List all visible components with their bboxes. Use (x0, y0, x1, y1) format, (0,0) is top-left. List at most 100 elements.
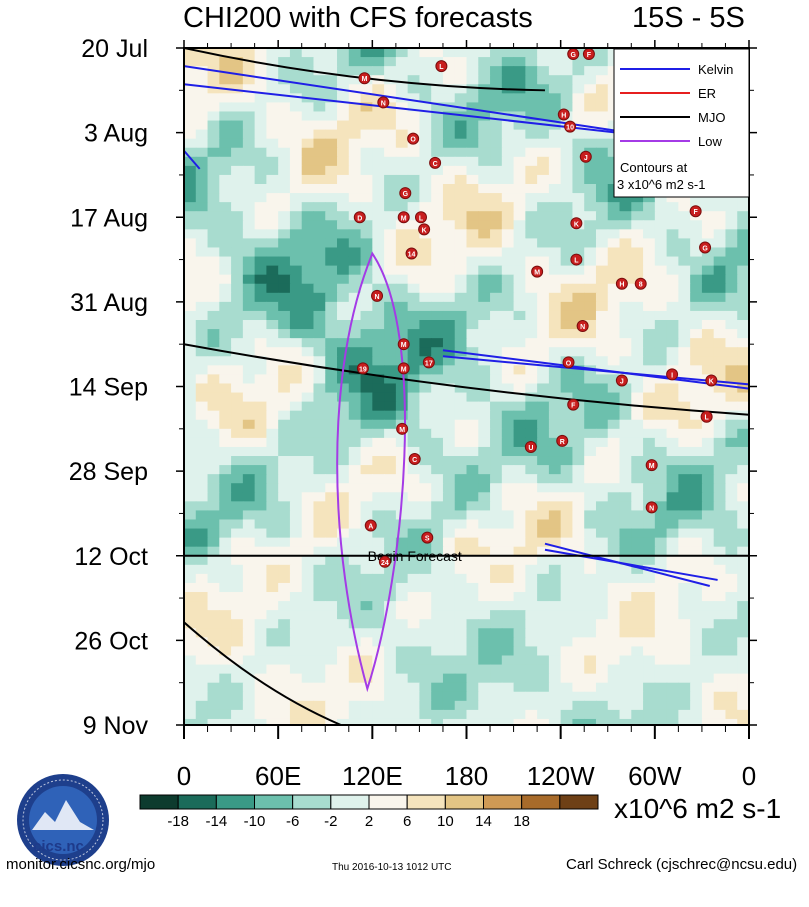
field-cell (537, 256, 550, 267)
field-cell (572, 474, 585, 484)
field-cell (313, 75, 326, 85)
field-cell (631, 292, 644, 303)
field-cell (384, 528, 397, 539)
field-cell (242, 437, 256, 448)
storm-marker-label: J (620, 378, 624, 385)
field-cell (466, 320, 479, 330)
field-cell (442, 138, 456, 149)
field-cell (313, 292, 326, 303)
field-cell (537, 573, 550, 584)
field-cell (713, 456, 727, 466)
field-cell (289, 419, 303, 430)
field-cell (207, 419, 220, 430)
field-cell (372, 111, 385, 122)
field-cell (337, 256, 350, 267)
field-cell (348, 383, 362, 394)
field-cell (466, 410, 479, 421)
field-cell (348, 356, 362, 366)
field-cell (631, 564, 644, 575)
field-cell (360, 310, 373, 321)
field-cell (513, 165, 526, 176)
field-cell (266, 48, 279, 58)
field-cell (478, 310, 491, 321)
field-cell (219, 718, 232, 725)
field-cell (607, 256, 621, 267)
field-cell (607, 592, 621, 602)
field-cell (395, 446, 409, 457)
field-cell (643, 582, 656, 593)
colorbar-swatch (292, 794, 332, 810)
field-cell (360, 238, 373, 249)
field-cell (490, 320, 503, 330)
field-cell (442, 637, 456, 648)
field-cell (337, 628, 350, 638)
field-cell (301, 446, 315, 457)
field-cell (501, 582, 515, 593)
field-cell (525, 383, 538, 394)
field-cell (513, 193, 526, 203)
field-cell (725, 637, 738, 648)
field-cell (266, 129, 279, 140)
field-cell (478, 718, 491, 725)
field-cell (525, 537, 538, 548)
field-cell (572, 664, 585, 675)
field-cell (384, 456, 397, 466)
field-cell (501, 555, 515, 566)
field-cell (513, 601, 526, 611)
field-cell (395, 401, 409, 412)
field-cell (407, 356, 421, 366)
field-cell (701, 682, 715, 693)
field-cell (701, 655, 715, 666)
field-cell (572, 537, 585, 548)
field-cell (454, 682, 468, 693)
field-cell (478, 347, 491, 357)
field-cell (666, 682, 679, 693)
field-cell (690, 555, 703, 566)
field-cell (407, 610, 421, 620)
field-cell (278, 129, 291, 140)
field-cell (490, 174, 503, 185)
field-cell (372, 247, 385, 258)
field-cell (737, 709, 749, 720)
field-cell (478, 446, 491, 457)
field-cell (490, 709, 503, 720)
kelvin-contour (184, 150, 201, 170)
field-cell (666, 220, 679, 230)
field-cell (254, 365, 267, 376)
field-cell (195, 655, 209, 666)
field-cell (490, 229, 503, 240)
field-cell (525, 48, 538, 58)
field-cell (184, 537, 197, 548)
field-cell (560, 265, 574, 276)
field-cell (560, 138, 574, 149)
field-cell (313, 501, 326, 512)
field-cell (407, 48, 421, 58)
footer-url[interactable]: monitor.cicsnc.org/mjo (6, 856, 156, 873)
field-cell (384, 356, 397, 366)
field-cell (619, 474, 632, 484)
field-cell (654, 283, 668, 294)
field-cell (301, 673, 315, 684)
field-cell (654, 301, 668, 312)
field-cell (219, 573, 232, 584)
field-cell (501, 310, 515, 321)
field-cell (654, 546, 668, 557)
field-cell (301, 84, 315, 94)
field-cell (195, 510, 209, 521)
field-cell (254, 501, 267, 512)
field-cell (548, 48, 562, 58)
field-cell (384, 320, 397, 330)
field-cell (631, 592, 644, 602)
field-cell (384, 392, 397, 403)
field-cell (595, 691, 609, 702)
field-cell (548, 564, 562, 575)
field-cell (584, 310, 597, 321)
field-cell (348, 111, 362, 122)
field-cell (442, 573, 456, 584)
field-cell (231, 428, 244, 439)
field-cell (584, 510, 597, 521)
field-cell (525, 256, 538, 267)
field-cell (737, 546, 749, 557)
field-cell (278, 601, 291, 611)
field-cell (337, 301, 350, 312)
